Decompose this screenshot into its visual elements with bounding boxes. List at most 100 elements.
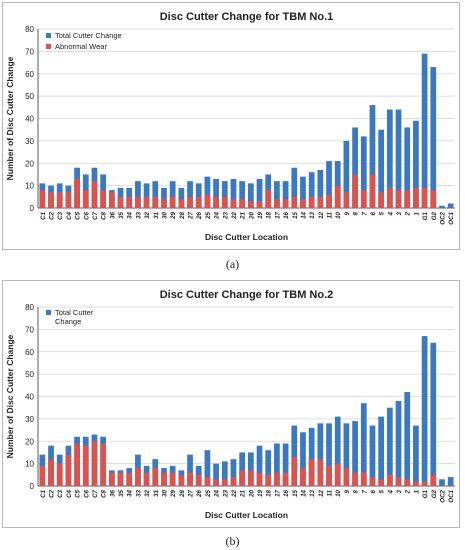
chart-panel-b: Disc Cutter Change for TBM No.2 0 10 20 30 40…: [0, 278, 465, 542]
x-tick-label: 34: [127, 211, 134, 218]
bar-abnormal-wear: [135, 468, 141, 486]
x-tick-label: C5: [75, 489, 82, 497]
bar-total: [256, 178, 263, 208]
bar-abnormal-wear: [126, 472, 133, 486]
bar-abnormal-wear: [100, 190, 107, 208]
bar-abnormal-wear: [91, 181, 98, 208]
bar-abnormal-wear: [317, 459, 324, 486]
bar-abnormal-wear: [48, 192, 54, 208]
x-tick-label: 25: [205, 211, 212, 219]
bar-abnormal-wear: [378, 192, 385, 208]
x-tick-label: C3: [57, 489, 64, 497]
bar-total: [395, 109, 402, 208]
bar-total: [343, 140, 350, 208]
x-tick-label: 31: [153, 211, 160, 218]
x-tick-label: C8: [101, 489, 108, 497]
bar-total: [247, 452, 254, 486]
x-tick-label: 5: [379, 489, 386, 493]
bar-chart-tbm-2: Disc Cutter Change for TBM No.2 0 10 20 30 40…: [5, 289, 455, 520]
bar-abnormal-wear: [352, 174, 358, 208]
x-tick-label: 18: [266, 489, 273, 496]
bar-abnormal-wear: [65, 454, 72, 486]
x-tick-label: 15: [292, 489, 299, 496]
bar-abnormal-wear: [386, 187, 393, 208]
bar-abnormal-wear: [230, 199, 237, 208]
x-tick-label: 12: [318, 211, 325, 218]
y-tick-label: 20: [25, 437, 34, 446]
bar-abnormal-wear: [413, 187, 419, 208]
series-total-cutter-change: [39, 53, 454, 208]
x-tick-label: 24: [214, 211, 221, 219]
x-tick-label: 28: [179, 489, 186, 497]
bar-abnormal-wear: [369, 174, 376, 208]
x-tick-label: 9: [344, 489, 351, 493]
y-tick-label: 20: [25, 159, 34, 168]
x-tick-label: 8: [353, 211, 360, 215]
x-tick-label: 17: [274, 489, 281, 496]
bar-abnormal-wear: [291, 456, 298, 486]
bar-abnormal-wear: [91, 441, 98, 486]
y-tick-label: 60: [25, 348, 34, 357]
bar-abnormal-wear: [126, 196, 133, 208]
bar-abnormal-wear: [352, 472, 358, 486]
x-axis-label: Disc Cutter Location: [205, 510, 288, 520]
x-tick-label: 19: [257, 211, 264, 218]
bar-total: [169, 181, 176, 208]
x-tick-label: 33: [135, 211, 142, 218]
bar-total: [439, 479, 445, 486]
bar-abnormal-wear: [282, 472, 289, 486]
bar-total: [178, 187, 185, 208]
bar-abnormal-wear: [56, 192, 63, 208]
bar-abnormal-wear: [221, 479, 228, 486]
x-tick-label: OC2: [439, 489, 446, 502]
x-tick-label: 34: [127, 489, 134, 496]
bar-abnormal-wear: [274, 199, 280, 208]
caption-a: (a): [225, 257, 240, 271]
bar-total: [230, 459, 237, 486]
bar-abnormal-wear: [65, 192, 72, 208]
bar-total: [247, 183, 254, 208]
bar-total: [360, 136, 367, 208]
y-tick-label: 70: [25, 325, 34, 334]
x-tick-label: 12: [318, 489, 325, 496]
x-tick-label: 7: [361, 489, 368, 493]
bar-total: [352, 421, 358, 486]
bar-abnormal-wear: [326, 465, 332, 486]
bar-total: [230, 178, 237, 208]
bar-total: [386, 407, 393, 486]
y-tick-label: 0: [30, 204, 35, 213]
bar-abnormal-wear: [300, 468, 306, 486]
legend-label-total: Total Cutter Change: [55, 31, 122, 40]
bar-abnormal-wear: [239, 199, 246, 208]
x-tick-label: 36: [109, 489, 116, 496]
y-tick-label: 40: [25, 115, 34, 124]
bar-abnormal-wear: [48, 459, 54, 486]
chart-title: Disc Cutter Change for TBM No.2: [160, 289, 334, 301]
bar-abnormal-wear: [378, 479, 385, 486]
bar-abnormal-wear: [161, 199, 167, 208]
legend-swatch-total: [46, 310, 51, 315]
bar-total: [239, 181, 246, 208]
x-tick-label: 31: [153, 489, 160, 496]
y-tick-label: 30: [25, 137, 34, 146]
bar-abnormal-wear: [39, 190, 46, 208]
bar-abnormal-wear: [117, 196, 124, 208]
bar-total: [187, 454, 193, 486]
series-abnormal-wear: [39, 174, 437, 208]
bar-abnormal-wear: [143, 196, 150, 208]
bar-abnormal-wear: [317, 196, 324, 208]
chart-frame: [2, 280, 460, 528]
bar-abnormal-wear: [404, 479, 411, 486]
x-tick-label: 22: [231, 211, 238, 219]
series-abnormal-wear: [39, 441, 437, 486]
x-tick-label: 32: [144, 211, 151, 218]
bar-total: [308, 427, 315, 486]
x-tick-label: 17: [274, 211, 281, 218]
x-tick-label: 30: [161, 489, 168, 496]
bar-abnormal-wear: [413, 481, 419, 486]
y-tick-label: 10: [25, 460, 34, 469]
bar-abnormal-wear: [187, 472, 193, 486]
x-tick-label: 21: [240, 211, 247, 219]
bar-total: [204, 176, 211, 208]
